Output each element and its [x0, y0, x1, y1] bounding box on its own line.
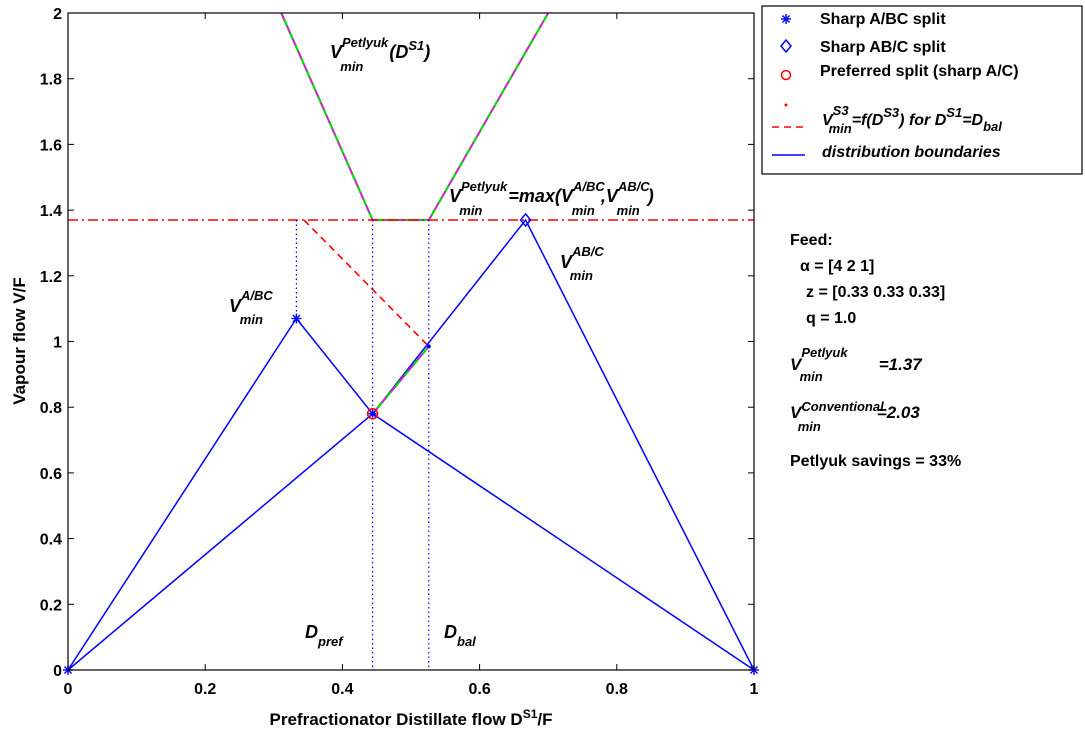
x-tick-label-5: 1: [750, 681, 759, 698]
y-tick-label-6: 1.2: [40, 269, 62, 286]
legend-item-sharp-ab-c: Sharp AB/C split: [780, 38, 946, 56]
svg-text:Preferred split (sharp A/C): Preferred split (sharp A/C): [820, 63, 1019, 80]
series-green-magenta-dashed-0-overlay: [280, 12, 549, 221]
marker-sharp-ab-c-0: [519, 212, 532, 228]
result-vmin-conventional: VConventional min=2.03: [790, 399, 920, 434]
y-tick-label-0: 0: [53, 663, 62, 680]
annotation-v-ab-c: VAB/C min: [560, 244, 604, 283]
marker-sharp-a-bc-1: [291, 313, 302, 324]
marker-preferred-star-0: [368, 409, 377, 418]
svg-text:Feed:: Feed:: [790, 232, 833, 249]
series-green-magenta-dashed-1-overlay: [371, 345, 430, 415]
x-axis-label: Prefractionator Distillate flow DS1/F: [270, 707, 553, 729]
svg-text:Sharp AB/C split: Sharp AB/C split: [820, 39, 946, 56]
x-tick-label-4: 0.8: [606, 681, 628, 698]
annotation-d-pref: Dpref: [305, 622, 344, 649]
marker-dot-0: [426, 344, 431, 349]
y-tick-label-5: 1: [53, 335, 62, 352]
result-petlyuk-savings: Petlyuk savings = 33%: [790, 453, 961, 470]
plot-lines: [67, 12, 755, 671]
marker-preferred-0: [366, 408, 379, 420]
plot-frame: [67, 12, 755, 671]
legend-star-glyph: [781, 14, 791, 24]
feed-info: Feed: α = [4 2 1] z = [0.33 0.33 0.33] q…: [790, 232, 945, 327]
y-ticks: 0 0.2 0.4 0.6 0.8 1 1.2 1.4 1.6 1.8 2: [40, 6, 754, 680]
y-axis-label: Vapour flow V/F: [10, 277, 29, 405]
series-red-dashed-0: [303, 219, 430, 347]
legend-circle-marker: [780, 69, 792, 81]
y-tick-label-7: 1.4: [40, 203, 62, 220]
svg-text:Sharp A/BC split: Sharp A/BC split: [820, 11, 946, 28]
svg-text:z = [0.33 0.33 0.33]: z = [0.33 0.33 0.33]: [806, 284, 945, 301]
x-tick-label-3: 0.6: [468, 681, 490, 698]
legend-diamond-marker: [780, 38, 792, 54]
x-tick-label-0: 0: [64, 681, 73, 698]
x-tick-label-1: 0.2: [194, 681, 216, 698]
plot-markers: [63, 212, 759, 675]
result-vmin-petlyuk: VPetlyuk min=1.37: [790, 345, 923, 384]
legend-dot-marker: [784, 103, 788, 107]
x-ticks: 0 0.2 0.4 0.6 0.8 1: [64, 13, 759, 698]
legend-item-preferred: Preferred split (sharp A/C): [780, 63, 1019, 81]
y-tick-label-10: 2: [53, 6, 62, 23]
y-tick-label-8: 1.6: [40, 137, 62, 154]
svg-text:distribution boundaries: distribution boundaries: [822, 144, 1001, 161]
y-tick-label-1: 0.2: [40, 597, 62, 614]
legend-item-v-s3: VS3 min=f(DS3) for DS1=Dbal: [772, 103, 1002, 136]
y-tick-label-4: 0.8: [40, 400, 62, 417]
legend: Sharp A/BC split Sharp AB/C split Prefer…: [761, 5, 1083, 175]
y-tick-label-2: 0.4: [40, 532, 62, 549]
annotation-d-bal: Dbal: [444, 622, 476, 649]
x-tick-label-2: 0.4: [331, 681, 353, 698]
y-tick-label-9: 1.8: [40, 72, 62, 89]
series-blue-solid-0: [67, 218, 755, 671]
series-blue-solid-1: [67, 412, 755, 671]
legend-box: [761, 5, 1083, 175]
svg-text:α = [4 2 1]: α = [4 2 1]: [800, 258, 874, 275]
annotation-vpetlyuk-function: VPetlyuk min(DS1): [330, 35, 430, 74]
annotation-v-a-bc: VA/BC min: [229, 288, 273, 327]
legend-star-marker: [781, 14, 791, 24]
y-tick-label-3: 0.6: [40, 466, 62, 483]
legend-item-boundaries: distribution boundaries: [772, 144, 1001, 161]
results-info: VPetlyuk min=1.37 VConventional min=2.03 P…: [790, 345, 961, 470]
annotation-vpetlyuk-max: VPetlyuk min=max(VA/BC min,VAB/C min): [449, 179, 654, 218]
svg-text:q = 1.0: q = 1.0: [806, 310, 856, 327]
legend-item-sharp-a-bc: Sharp A/BC split: [781, 11, 946, 28]
